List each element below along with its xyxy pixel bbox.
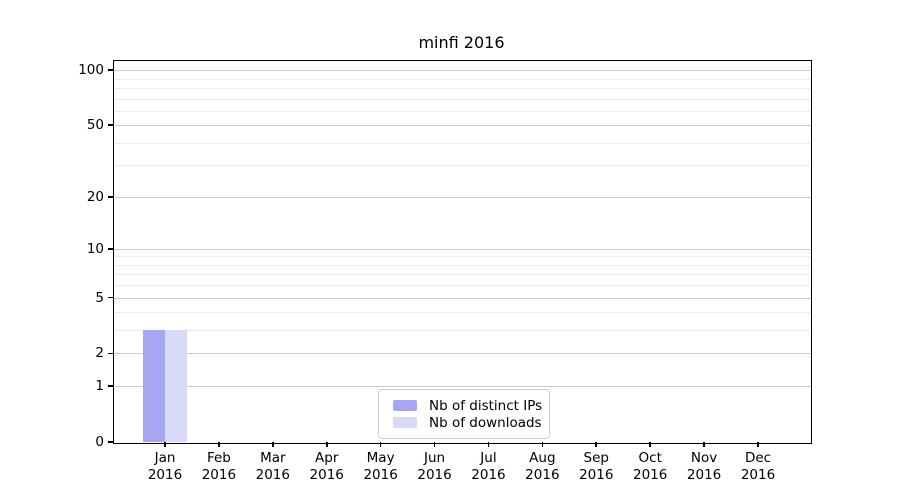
x-tick-label: Jul 2016	[471, 450, 506, 483]
gridline-major	[114, 125, 811, 127]
gridline-minor	[114, 256, 811, 258]
y-tick-label: 50	[86, 117, 104, 134]
x-tick-label: Jan 2016	[147, 450, 183, 483]
x-tick-mark	[595, 442, 598, 447]
y-tick-mark	[108, 296, 113, 299]
x-tick-mark	[703, 442, 705, 447]
legend-label-downloads: Nb of downloads	[429, 414, 542, 431]
plot-area	[113, 60, 812, 444]
gridline-minor	[114, 274, 811, 276]
x-tick-mark	[272, 442, 274, 447]
gridline-major	[114, 70, 811, 72]
gridline-minor	[114, 312, 811, 314]
legend-swatch-downloads	[393, 417, 417, 428]
gridline-minor	[114, 78, 811, 80]
y-tick-label: 10	[86, 240, 104, 257]
x-tick-label: Apr 2016	[309, 450, 344, 483]
gridline-minor	[114, 330, 811, 332]
gridline-major	[114, 297, 811, 299]
x-tick-mark	[649, 442, 651, 447]
y-tick-mark	[108, 195, 113, 198]
legend-swatch-distinct-ips	[393, 400, 417, 411]
gridline-major	[114, 353, 811, 355]
y-tick-label: 1	[95, 378, 104, 395]
legend-label-distinct-ips: Nb of distinct IPs	[429, 397, 543, 414]
x-tick-label: Nov 2016	[686, 450, 722, 483]
x-tick-mark	[325, 442, 328, 447]
x-tick-mark	[487, 442, 490, 447]
x-tick-mark	[164, 442, 166, 447]
y-tick-mark	[108, 441, 113, 443]
y-tick-mark	[108, 124, 113, 127]
x-tick-label: Oct 2016	[633, 450, 668, 483]
x-tick-mark	[433, 442, 436, 447]
gridline-major	[114, 386, 811, 388]
x-tick-mark	[757, 442, 759, 447]
x-tick-mark	[541, 442, 544, 447]
chart-title: minfi 2016	[418, 33, 505, 52]
x-tick-mark	[379, 442, 382, 447]
y-tick-label: 100	[78, 62, 104, 79]
bar-distinct-ips	[143, 330, 165, 442]
gridline-minor	[114, 285, 811, 287]
gridline-minor	[114, 87, 811, 89]
x-tick-label: Jun 2016	[417, 450, 452, 483]
x-tick-label: Aug 2016	[525, 450, 560, 483]
y-tick-label: 2	[95, 345, 104, 362]
y-tick-label: 0	[95, 434, 104, 450]
gridline-minor	[114, 142, 811, 144]
gridline-minor	[114, 264, 811, 266]
gridline-major	[114, 248, 811, 250]
x-tick-label: Mar 2016	[255, 450, 290, 483]
y-tick-mark	[108, 352, 113, 355]
legend: Nb of distinct IPs Nb of downloads	[378, 389, 550, 439]
x-tick-label: May 2016	[363, 450, 398, 483]
legend-item-downloads: Nb of downloads	[393, 414, 542, 431]
gridline-minor	[114, 110, 811, 112]
legend-item-distinct-ips: Nb of distinct IPs	[393, 397, 543, 414]
x-tick-label: Dec 2016	[740, 450, 776, 483]
bar-downloads	[165, 330, 187, 442]
y-tick-label: 5	[95, 289, 104, 306]
gridline-minor	[114, 98, 811, 100]
y-tick-mark	[108, 385, 113, 387]
y-tick-mark	[108, 69, 113, 71]
y-tick-label: 20	[86, 188, 104, 205]
gridline-minor	[114, 165, 811, 167]
x-tick-label: Sep 2016	[579, 450, 614, 483]
gridline-major	[114, 196, 811, 198]
y-tick-mark	[108, 248, 113, 250]
x-tick-mark	[218, 442, 220, 447]
x-tick-label: Feb 2016	[201, 450, 237, 483]
